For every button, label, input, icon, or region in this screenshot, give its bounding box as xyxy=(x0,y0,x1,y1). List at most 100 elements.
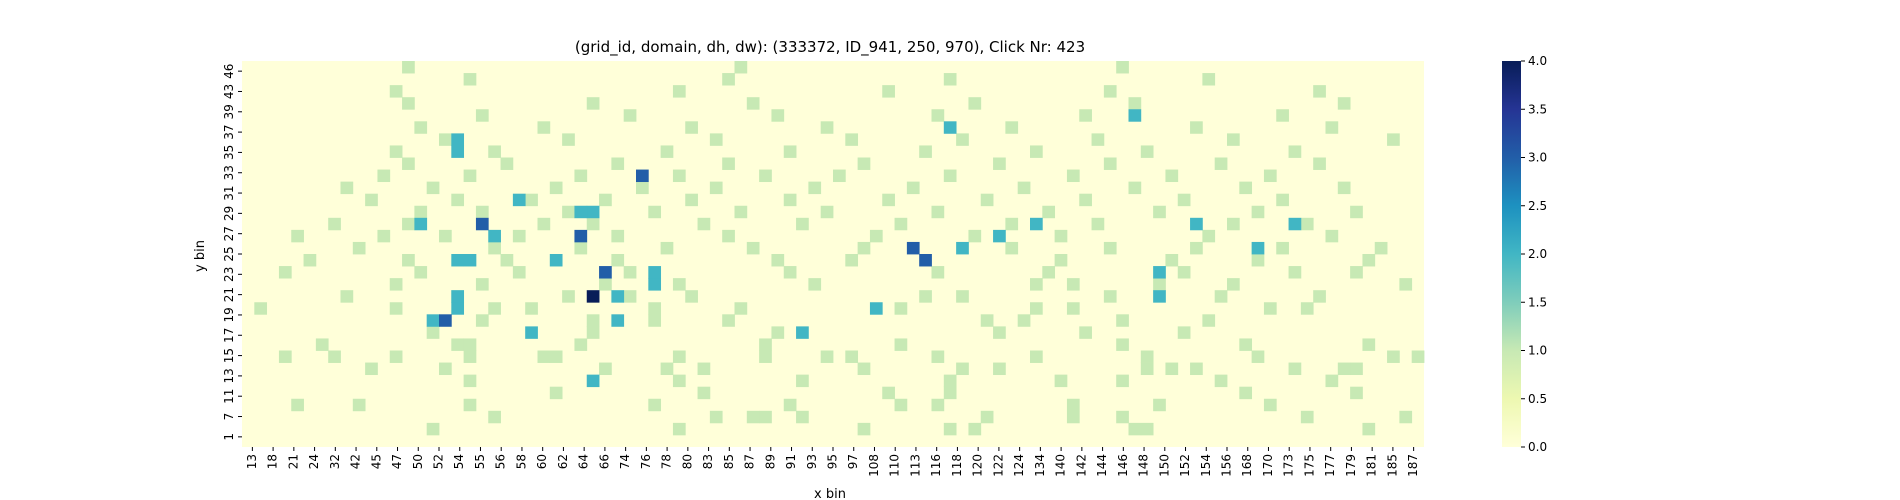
heatmap-cell xyxy=(451,145,465,158)
heatmap-cell xyxy=(943,121,957,134)
heatmap-cell xyxy=(1140,422,1154,436)
heatmap-cell xyxy=(1337,362,1351,376)
heatmap-cell xyxy=(869,302,883,315)
heatmap-cell xyxy=(1399,278,1413,291)
heatmap-cell xyxy=(943,374,957,388)
x-tick-label: 142 xyxy=(1074,454,1088,477)
heatmap-cell xyxy=(759,350,772,363)
heatmap-cell xyxy=(549,386,563,400)
heatmap-cell xyxy=(796,410,809,424)
heatmap-cell xyxy=(1091,217,1105,231)
heatmap-cell xyxy=(783,193,797,207)
heatmap-cell xyxy=(1337,181,1351,195)
y-tick-label: 25 xyxy=(222,246,236,261)
heatmap-cell xyxy=(1313,157,1326,170)
x-tick-label: 150 xyxy=(1157,454,1171,477)
heatmap-cell xyxy=(1325,229,1339,243)
heatmap-cell xyxy=(291,229,304,243)
heatmap-cell xyxy=(475,205,489,219)
heatmap-cell xyxy=(869,229,883,243)
x-tick-label: 32 xyxy=(328,454,342,469)
heatmap-cell xyxy=(1190,121,1203,134)
heatmap-cell xyxy=(1066,302,1080,315)
heatmap-cell xyxy=(1128,181,1142,195)
heatmap-cell xyxy=(303,254,317,267)
heatmap-cell xyxy=(414,205,428,219)
heatmap-cell xyxy=(1177,326,1191,339)
heatmap-cell xyxy=(833,169,846,183)
heatmap-cell xyxy=(1263,169,1277,183)
heatmap-cell xyxy=(426,314,440,327)
heatmap-cell xyxy=(611,229,625,243)
colorbar-tick-label: 2.5 xyxy=(1528,199,1547,213)
heatmap-cell xyxy=(1374,241,1388,255)
heatmap-cell xyxy=(365,362,378,376)
heatmap-cell xyxy=(1387,350,1400,363)
heatmap-cell xyxy=(586,97,600,110)
heatmap-cell xyxy=(1079,326,1092,339)
heatmap-cell xyxy=(1017,314,1031,327)
y-tick-label: 13 xyxy=(222,368,236,383)
heatmap-cell xyxy=(1411,350,1425,363)
y-tick-label: 43 xyxy=(222,84,236,99)
heatmap-cell xyxy=(475,109,489,122)
heatmap-cell xyxy=(993,157,1006,170)
heatmap-cell xyxy=(1103,157,1117,170)
x-tick-label: 97 xyxy=(846,454,860,469)
heatmap-cell xyxy=(463,374,477,388)
heatmap-cell xyxy=(574,338,588,351)
heatmap-cell xyxy=(943,169,957,183)
x-tick-label: 156 xyxy=(1220,454,1234,477)
heatmap-cell xyxy=(943,73,957,86)
heatmap-cell xyxy=(1288,217,1302,231)
heatmap-cell xyxy=(771,254,785,267)
heatmap-cell xyxy=(1153,398,1166,412)
heatmap-cell xyxy=(1313,85,1326,98)
chart-title: (grid_id, domain, dh, dw): (333372, ID_9… xyxy=(575,38,1085,57)
heatmap-cell xyxy=(845,133,859,146)
heatmap-cell xyxy=(1325,374,1339,388)
x-tick-label: 87 xyxy=(743,454,757,469)
heatmap-cell xyxy=(709,133,723,146)
heatmap-cell xyxy=(537,121,551,134)
heatmap-cell xyxy=(648,266,662,279)
heatmap-cell xyxy=(734,205,748,219)
heatmap-cell xyxy=(463,169,477,183)
heatmap-cell xyxy=(931,109,945,122)
heatmap-cell xyxy=(919,254,932,267)
heatmap-cell xyxy=(574,241,588,255)
heatmap-cell xyxy=(1103,241,1117,255)
x-tick-label: 89 xyxy=(763,454,777,469)
heatmap-cell xyxy=(1300,410,1314,424)
heatmap-cell xyxy=(648,398,662,412)
heatmap-cell xyxy=(414,121,428,134)
heatmap-cell xyxy=(1251,241,1265,255)
heatmap-cell xyxy=(549,181,563,195)
heatmap-cell xyxy=(796,326,809,339)
heatmap-cell xyxy=(783,266,797,279)
colorbar-tick-label: 4.0 xyxy=(1528,54,1547,68)
heatmap-cell xyxy=(882,193,895,207)
heatmap-cell xyxy=(857,241,871,255)
heatmap-cell xyxy=(402,97,415,110)
x-tick-label: 168 xyxy=(1240,454,1254,477)
heatmap-cell xyxy=(1251,350,1265,363)
heatmap-cell xyxy=(623,290,637,303)
y-tick-label: 15 xyxy=(222,348,236,363)
heatmap-cell xyxy=(648,314,662,327)
heatmap-cell xyxy=(919,145,932,158)
heatmap-cell xyxy=(1091,133,1105,146)
heatmap-cell xyxy=(980,314,994,327)
heatmap-cell xyxy=(697,217,711,231)
heatmap-cell xyxy=(980,410,994,424)
y-tick-label: 33 xyxy=(222,165,236,180)
heatmap-cell xyxy=(808,181,822,195)
heatmap-cell xyxy=(1153,205,1166,219)
x-tick-label: 187 xyxy=(1406,454,1420,477)
heatmap-cell xyxy=(1177,266,1191,279)
heatmap-cell xyxy=(685,290,698,303)
heatmap-cell xyxy=(894,302,908,315)
heatmap-cell xyxy=(697,386,711,400)
